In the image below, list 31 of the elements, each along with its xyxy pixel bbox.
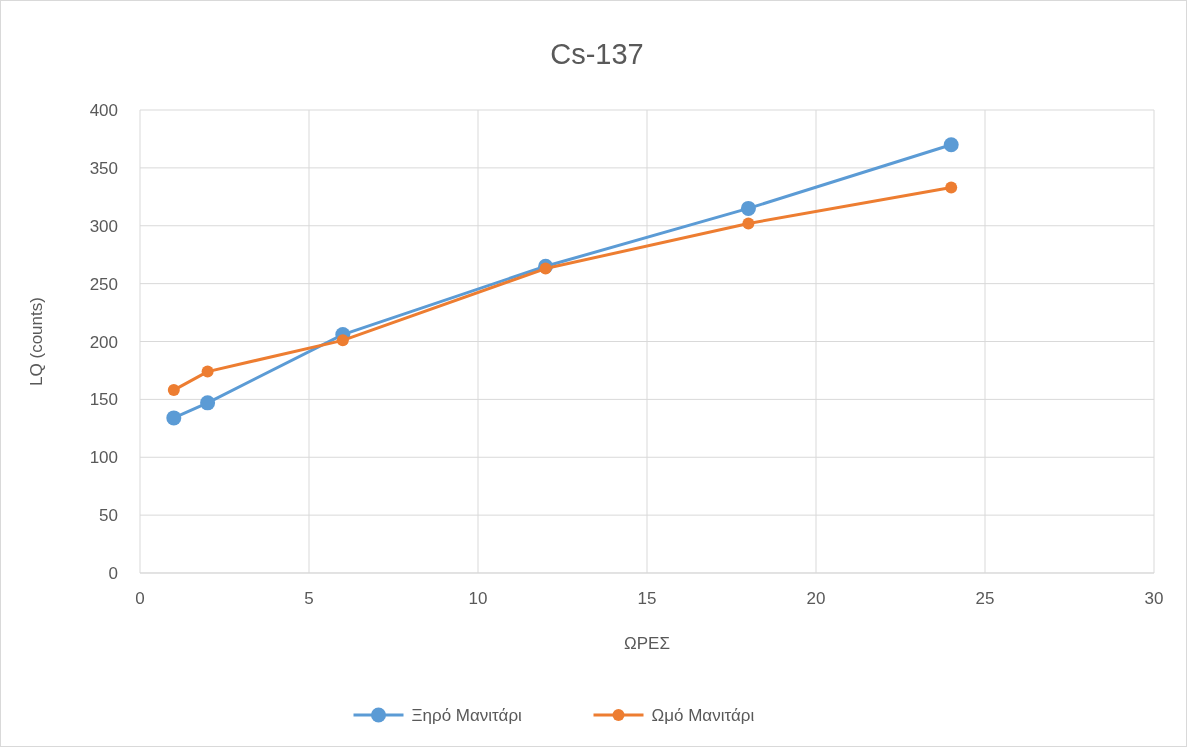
legend-label: Ωμό Μανιτάρι [651,706,755,725]
y-tick-label: 400 [89,101,118,120]
x-tick-label: 25 [975,589,995,608]
point [167,384,180,397]
y-tick-label: 150 [89,390,118,410]
y-tick-label: 300 [89,216,118,236]
x-tick-label: 15 [637,589,657,608]
chart-title: Cs-137 [550,38,644,70]
y-tick-label: 100 [89,448,118,468]
x-tick-label: 20 [806,589,826,608]
y-tick-label: 250 [89,274,118,294]
x-tick-label: 5 [304,589,314,608]
y-tick-label: 350 [89,158,118,178]
point [336,334,349,347]
point [166,410,182,426]
x-tick-label: 0 [135,589,145,608]
y-axis-title: LQ (counts) [27,297,46,386]
point [742,217,755,230]
point [945,181,958,194]
legend-label: Ξηρό Μανιτάρι [411,706,523,725]
y-tick-label: 50 [99,506,118,526]
point [200,395,216,411]
point [201,365,214,378]
y-tick-label: 200 [89,332,118,352]
x-tick-label: 10 [468,589,488,608]
x-tick-label: 30 [1144,589,1164,608]
y-tick-label: 0 [108,564,118,583]
x-axis-title: ΩΡΕΣ [624,634,670,653]
point [539,262,552,275]
point [943,137,959,153]
point [740,200,756,216]
